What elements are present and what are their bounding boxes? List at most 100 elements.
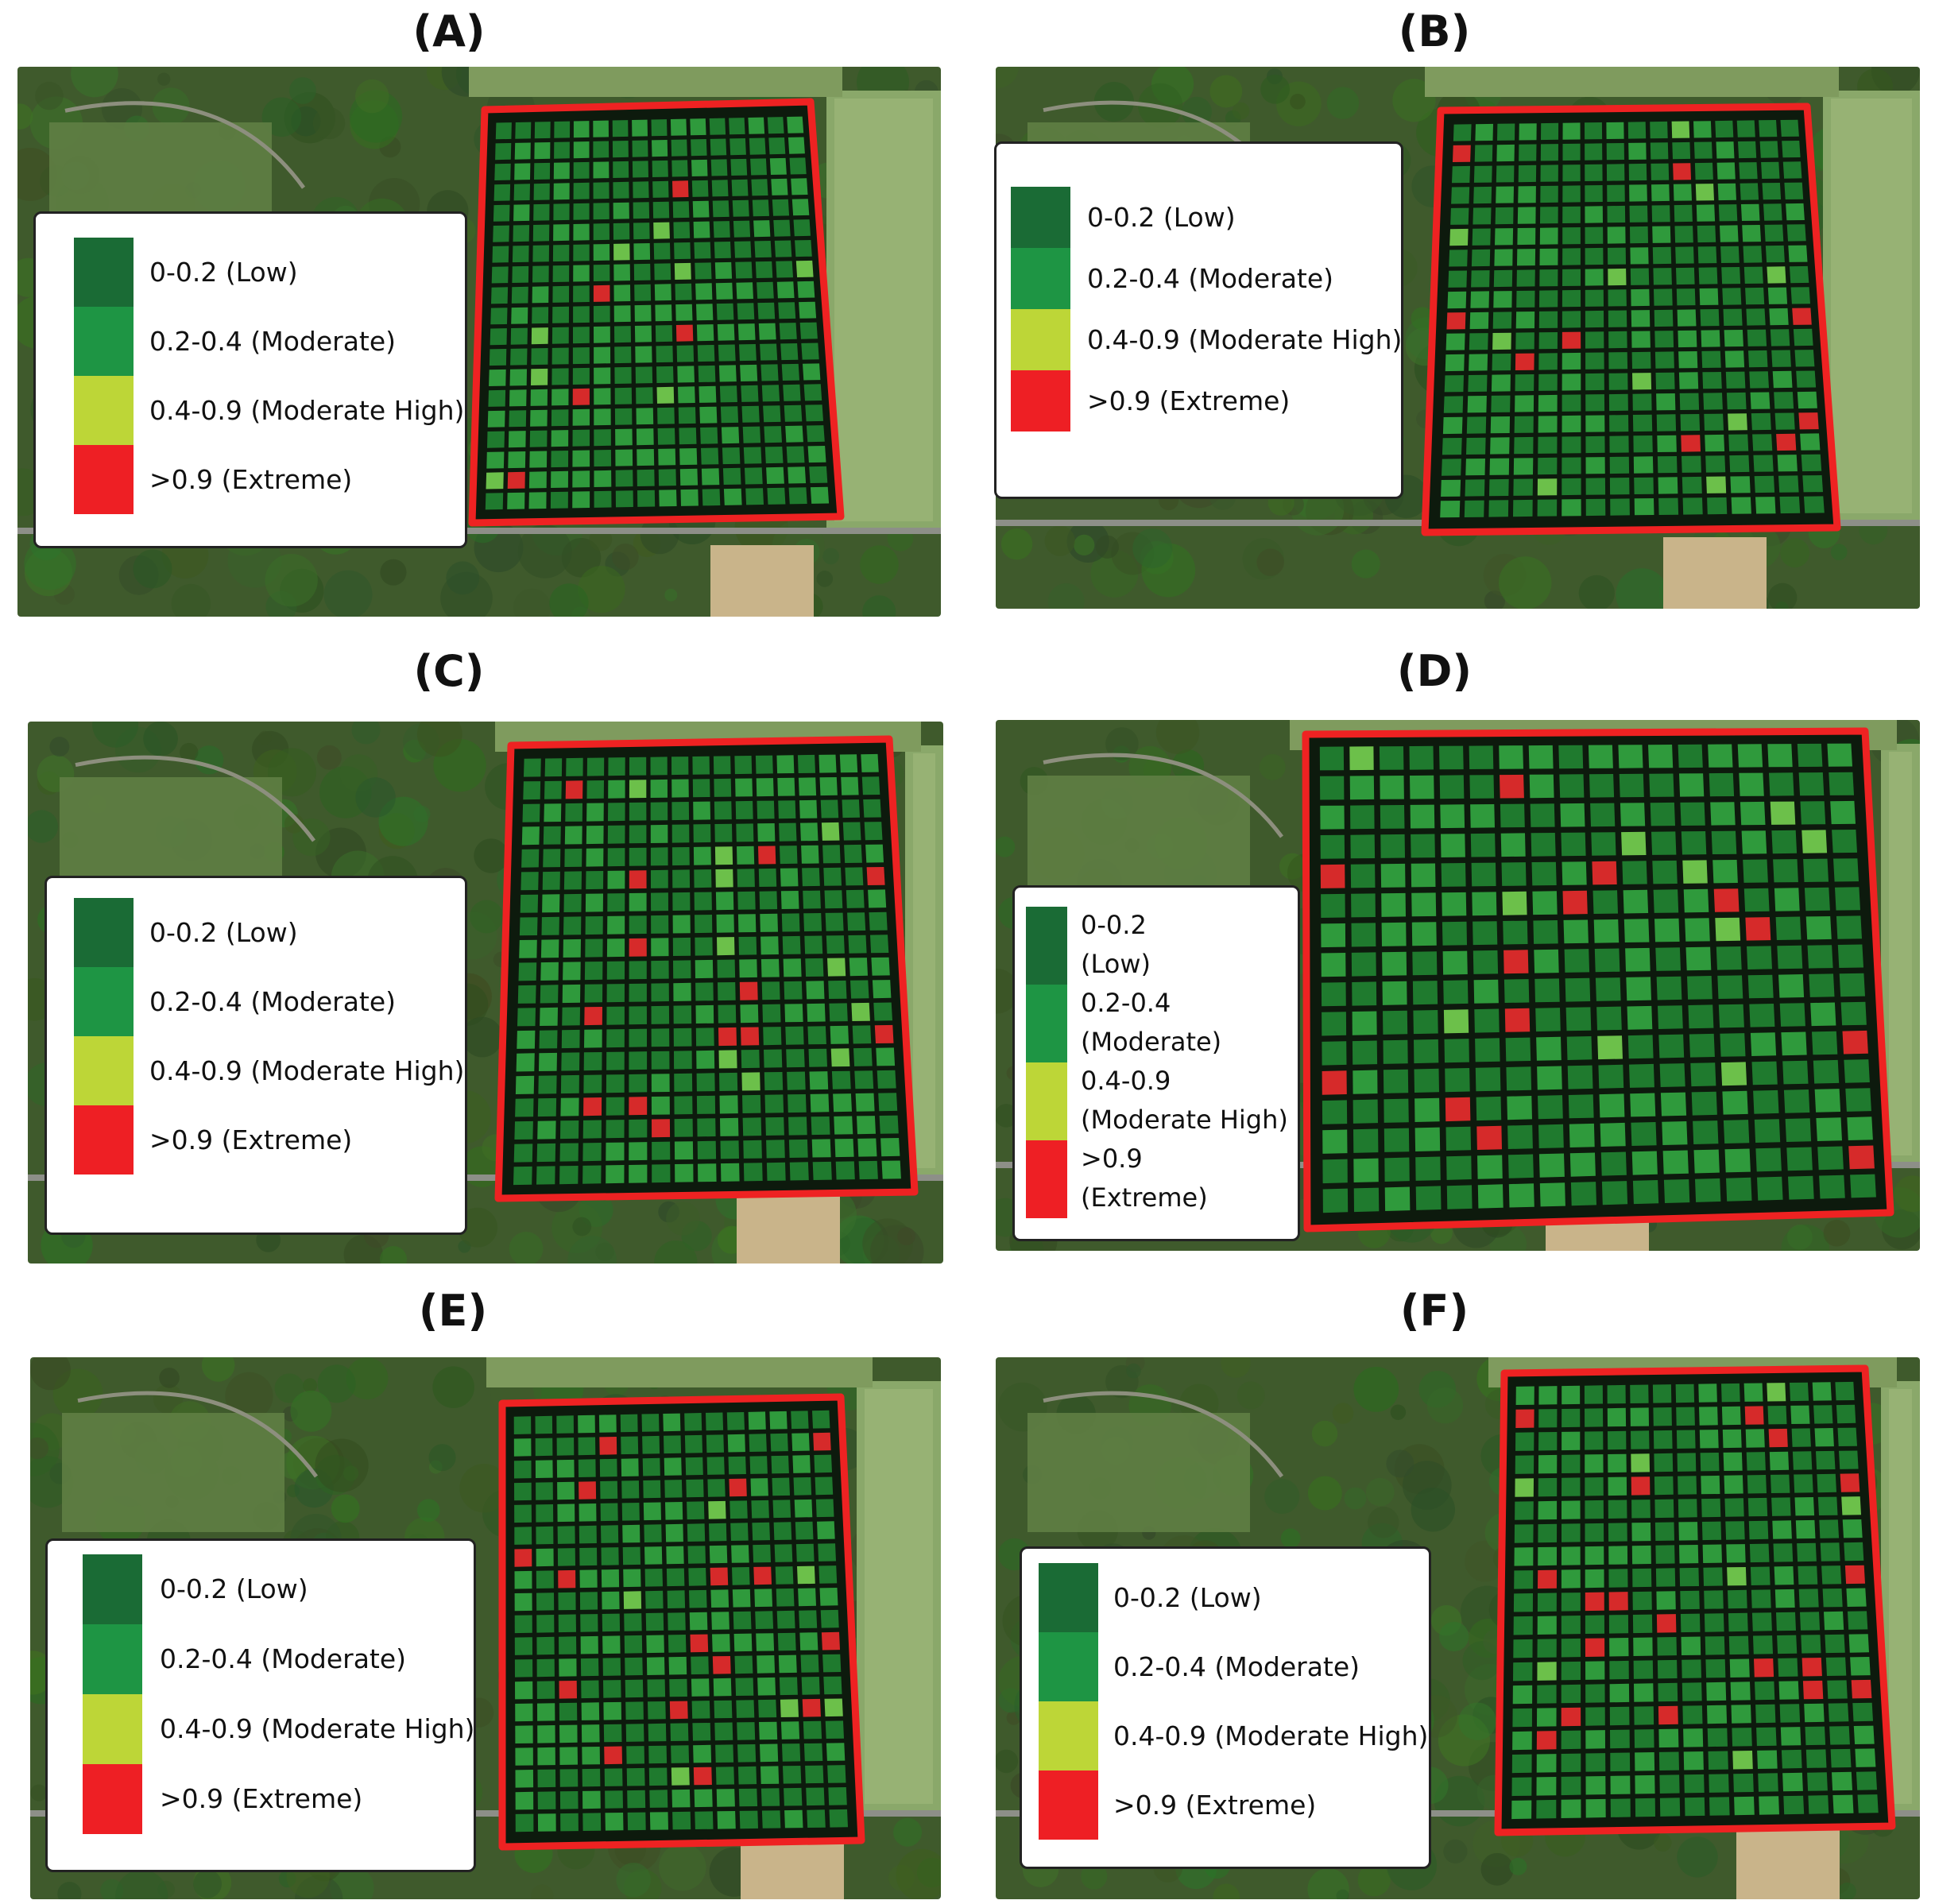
plot-cell[interactable] [783,958,802,977]
plot-cell[interactable] [799,1610,818,1628]
plot-cell[interactable] [1718,1004,1744,1028]
plot-cell[interactable] [629,780,647,799]
plot-cell[interactable] [1835,887,1860,911]
plot-cell[interactable] [1469,745,1494,769]
plot-cell[interactable] [514,1570,532,1589]
plot-cell[interactable] [1723,308,1743,326]
plot-cell[interactable] [739,344,757,362]
plot-cell[interactable] [566,757,583,776]
plot-cell[interactable] [651,1096,670,1115]
plot-cell[interactable] [1773,859,1798,883]
plot-cell[interactable] [1516,269,1535,287]
plot-cell[interactable] [1538,1500,1558,1520]
plot-cell[interactable] [784,981,803,1000]
plot-cell[interactable] [1699,1407,1718,1426]
plot-cell[interactable] [495,122,512,140]
plot-cell[interactable] [1812,1382,1832,1401]
plot-cell[interactable] [1562,143,1581,161]
plot-cell[interactable] [1837,944,1863,969]
plot-cell[interactable] [1471,270,1490,288]
plot-cell[interactable] [1471,249,1491,267]
plot-cell[interactable] [762,1004,781,1023]
plot-cell[interactable] [559,1724,578,1743]
plot-cell[interactable] [741,1027,760,1046]
plot-cell[interactable] [1514,1570,1534,1589]
plot-cell[interactable] [621,1480,640,1499]
plot-cell[interactable] [1380,805,1405,829]
plot-cell[interactable] [799,799,818,818]
plot-cell[interactable] [1349,776,1375,800]
plot-cell[interactable] [734,756,753,775]
plot-cell[interactable] [1538,1523,1558,1543]
plot-cell[interactable] [719,1095,738,1114]
plot-cell[interactable] [561,1029,580,1049]
plot-cell[interactable] [828,980,847,999]
plot-cell[interactable] [489,349,507,366]
plot-cell[interactable] [1585,1546,1604,1565]
plot-cell[interactable] [1350,834,1376,859]
plot-cell[interactable] [1726,1544,1746,1563]
plot-cell[interactable] [602,1591,620,1610]
plot-cell[interactable] [572,470,590,488]
plot-cell[interactable] [1633,1660,1654,1679]
plot-cell[interactable] [1475,1067,1501,1092]
plot-cell[interactable] [1740,801,1766,826]
plot-cell[interactable] [1630,247,1649,265]
plot-cell[interactable] [560,1097,579,1116]
plot-cell[interactable] [787,1071,806,1090]
plot-cell[interactable] [607,825,625,844]
plot-cell[interactable] [493,184,511,201]
plot-cell[interactable] [607,870,625,889]
plot-cell[interactable] [823,867,842,886]
plot-cell[interactable] [513,1166,532,1186]
plot-cell[interactable] [669,1701,688,1720]
plot-cell[interactable] [1415,1156,1441,1181]
plot-cell[interactable] [760,936,779,955]
plot-cell[interactable] [791,199,810,216]
plot-cell[interactable] [1748,1520,1769,1540]
plot-cell[interactable] [1782,161,1802,179]
plot-cell[interactable] [495,143,512,161]
plot-cell[interactable] [807,446,826,463]
plot-cell[interactable] [1693,141,1712,159]
plot-cell[interactable] [490,328,507,346]
plot-cell[interactable] [1798,1589,1819,1608]
plot-cell[interactable] [1562,890,1588,915]
plot-cell[interactable] [1734,1796,1755,1816]
plot-cell[interactable] [1537,1639,1557,1658]
plot-cell[interactable] [523,781,541,800]
plot-cell[interactable] [1801,1635,1821,1654]
plot-cell[interactable] [514,1527,532,1545]
plot-cell[interactable] [514,1504,532,1523]
plot-cell[interactable] [1508,1183,1534,1208]
plot-cell[interactable] [695,959,714,979]
plot-cell[interactable] [1635,1798,1655,1817]
plot-cell[interactable] [1728,413,1747,431]
plot-cell[interactable] [1538,353,1558,370]
plot-cell[interactable] [513,1460,532,1479]
plot-cell[interactable] [857,1138,877,1157]
plot-cell[interactable] [1585,206,1603,223]
plot-cell[interactable] [634,325,652,342]
plot-cell[interactable] [1321,982,1346,1007]
plot-cell[interactable] [1774,1589,1795,1608]
plot-cell[interactable] [1837,1427,1858,1446]
plot-cell[interactable] [1444,375,1464,393]
plot-cell[interactable] [1512,1708,1532,1728]
plot-cell[interactable] [1689,1033,1715,1058]
plot-cell[interactable] [1442,950,1468,975]
plot-cell[interactable] [1589,774,1615,798]
map-panel-d[interactable] [996,720,1920,1251]
plot-cell[interactable] [1562,415,1581,433]
plot-cell[interactable] [1682,1659,1701,1678]
plot-cell[interactable] [1840,1001,1867,1026]
plot-cell[interactable] [1514,1524,1534,1543]
plot-cell[interactable] [1515,1478,1534,1497]
plot-cell[interactable] [620,1414,638,1433]
plot-cell[interactable] [1765,245,1785,263]
plot-cell[interactable] [1704,1613,1724,1632]
plot-cell[interactable] [1796,370,1817,388]
plot-cell[interactable] [606,1097,625,1116]
plot-cell[interactable] [734,241,752,258]
plot-cell[interactable] [1411,863,1436,888]
